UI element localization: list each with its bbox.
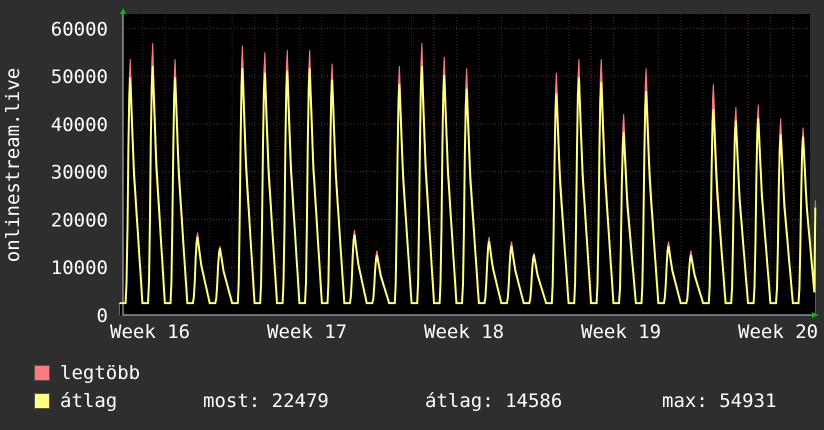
stat-now: most: 22479 — [203, 390, 329, 412]
x-tick-label: Week 18 — [424, 321, 504, 343]
y-tick-label: 10000 — [51, 257, 108, 279]
legend-swatch-avg — [34, 393, 50, 409]
x-tick-label: Week 16 — [110, 321, 190, 343]
y-tick-label: 30000 — [51, 162, 108, 184]
chart-svg: 0 10000 20000 30000 40000 50000 60000 Week 16 We… — [2, 8, 818, 343]
series-mask — [120, 66, 816, 315]
y-axis-arrow — [120, 8, 126, 14]
legend-swatch-max — [34, 365, 50, 381]
legend-item-max: legtöbb — [34, 362, 140, 384]
y-tick-label: 50000 — [51, 66, 108, 88]
stat-avg: átlag: 14586 — [425, 390, 563, 412]
y-tick-label: 40000 — [51, 114, 108, 136]
y-tick-label: 20000 — [51, 209, 108, 231]
y-axis-label: onlinestream.live — [2, 68, 24, 262]
legend-item-avg: átlag — [34, 390, 117, 412]
legend-label-avg: átlag — [60, 390, 118, 412]
series-line-avg — [119, 65, 817, 305]
x-tick-label: Week 20 — [738, 321, 818, 343]
x-axis-arrow — [812, 312, 818, 318]
legend-label-max: legtöbb — [60, 362, 141, 384]
x-tick-label: Week 19 — [581, 321, 661, 343]
y-tick-label: 60000 — [51, 18, 108, 40]
stat-max: max: 54931 — [662, 390, 777, 412]
y-tick-label: 0 — [97, 305, 108, 327]
x-tick-label: Week 17 — [267, 321, 347, 343]
